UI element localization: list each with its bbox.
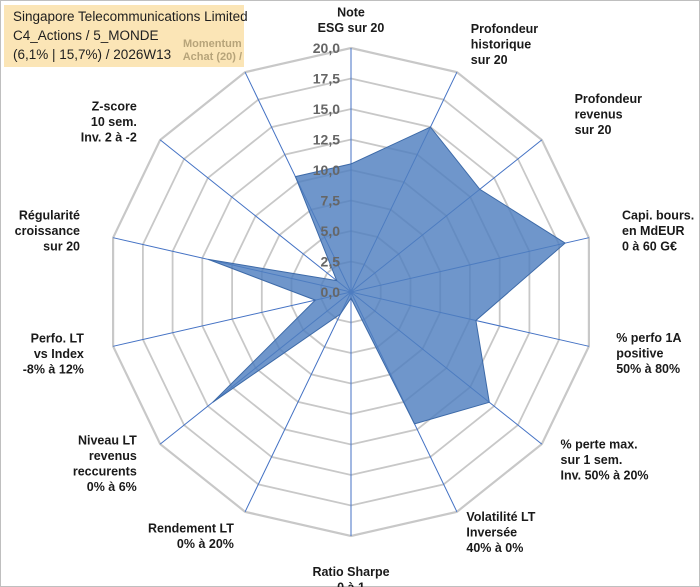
axis-spoke <box>159 139 352 293</box>
axis-label-line: Capi. bours. <box>622 209 694 223</box>
tick-label: 15,0 <box>313 101 340 117</box>
axis-label-line: 40% à 0% <box>466 541 523 555</box>
axis-label-line: positive <box>616 347 663 361</box>
momentum-label-line2: Achat (20) / <box>182 51 242 63</box>
axis-spoke <box>244 291 352 513</box>
axis-label-line: revenus <box>89 449 137 463</box>
axis-label-line: 0% à 6% <box>87 480 137 494</box>
axis-label-line: Inv. 2 à -2 <box>81 131 137 145</box>
axis-label-line: Inversée <box>466 526 517 540</box>
axis-label-line: Profondeur <box>471 22 538 36</box>
axis-label: Profondeur revenus sur 20 <box>575 92 642 137</box>
axis-label: Niveau LT revenus reccurents 0% à 6% <box>73 434 137 495</box>
axis-label-line: vs Index <box>34 347 84 361</box>
axis-label-line: Régularité <box>19 209 80 223</box>
chart-title: Singapore Telecommunications Limited <box>13 9 248 24</box>
tick-label: 20,0 <box>313 40 340 56</box>
axis-label-line: 0% à 20% <box>177 537 234 551</box>
axis-label-line: Rendement LT <box>148 522 234 536</box>
momentum-label: Momentum Achat (20) / <box>183 38 242 64</box>
radar-series <box>208 126 566 425</box>
axis-label-line: sur 20 <box>575 123 612 137</box>
axis-label-line: reccurents <box>73 465 137 479</box>
tick-label: 10,0 <box>313 162 340 178</box>
axis-label-line: 0 à 1 <box>337 581 365 587</box>
axis-label: Volatilité LT Inversée 40% à 0% <box>466 510 535 555</box>
axis-label-line: Inv. 50% à 20% <box>561 469 649 483</box>
axis-label: % perfo 1A positive 50% à 80% <box>616 331 681 376</box>
axis-label-line: sur 20 <box>471 53 508 67</box>
axis-label-line: ESG sur 20 <box>318 21 385 35</box>
chart-period: (6,1% | 15,7%) / 2026W13 <box>13 47 172 62</box>
axis-label-line: -8% à 12% <box>23 363 84 377</box>
axis-label-line: en MdEUR <box>622 224 685 238</box>
chart-subtitle: C4_Actions / 5_MONDE <box>13 28 159 43</box>
axis-label-line: 10 sem. <box>91 115 137 129</box>
axis-label-line: sur 20 <box>43 240 80 254</box>
axis-label: Rendement LT 0% à 20% <box>148 522 234 552</box>
tick-label: 17,5 <box>313 71 340 87</box>
axis-label-line: historique <box>471 37 531 51</box>
axis-label-line: 0 à 60 G€ <box>622 240 677 254</box>
axis-label-line: Profondeur <box>575 92 642 106</box>
tick-label: 0,0 <box>321 284 341 300</box>
radial-tick-labels: 0,0 2,5 5,0 7,5 10,0 12,5 15,0 17,5 20,0 <box>313 40 340 300</box>
axis-label-line: revenus <box>575 108 623 122</box>
tick-label: 12,5 <box>313 132 340 148</box>
axis-label-line: % perfo 1A <box>616 331 681 345</box>
axis-label-line: croissance <box>15 224 80 238</box>
axis-label: Ratio Sharpe 0 à 1 <box>312 565 389 587</box>
tick-label: 7,5 <box>321 193 341 209</box>
axis-labels: Note ESG sur 20 Profondeur historique sur 20… <box>15 6 695 587</box>
momentum-label-line1: Momentum <box>183 38 242 50</box>
axis-label-line: sur 1 sem. <box>561 453 623 467</box>
axis-label-line: Note <box>337 6 365 20</box>
axis-label: Capi. bours. en MdEUR 0 à 60 G€ <box>622 209 694 254</box>
tick-label: 2,5 <box>321 254 341 270</box>
axis-label-line: Niveau LT <box>78 434 137 448</box>
axis-label: Perfo. LT vs Index -8% à 12% <box>23 332 85 377</box>
axis-label-line: % perte max. <box>561 438 638 452</box>
series-area <box>208 126 566 425</box>
tick-label: 5,0 <box>321 223 341 239</box>
axis-label-line: Volatilité LT <box>466 510 535 524</box>
axis-label-line: 50% à 80% <box>616 362 680 376</box>
axis-label-line: Perfo. LT <box>31 332 85 346</box>
title-box: Singapore Telecommunications Limited C4_… <box>4 5 248 67</box>
axis-label: Régularité croissance sur 20 <box>15 209 80 254</box>
axis-label: % perte max. sur 1 sem. Inv. 50% à 20% <box>561 438 649 483</box>
axis-label-line: Ratio Sharpe <box>312 565 389 579</box>
axis-label: Profondeur historique sur 20 <box>471 22 538 67</box>
axis-label-line: Z-score <box>92 100 137 114</box>
axis-label: Note ESG sur 20 <box>318 6 385 36</box>
axis-spoke <box>112 291 352 347</box>
axis-label: Z-score 10 sem. Inv. 2 à -2 <box>81 100 137 145</box>
